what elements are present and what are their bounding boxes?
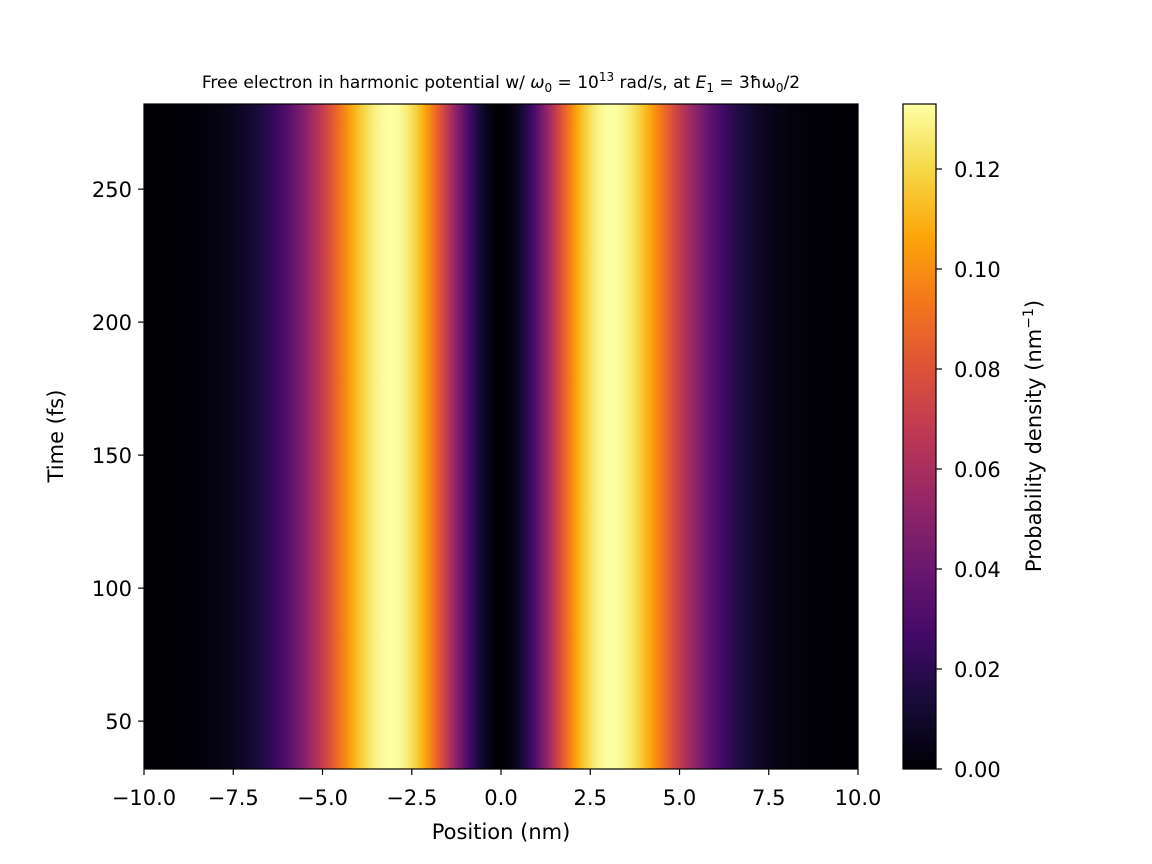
colorbar-tick-label: 0.10 [954,258,1001,282]
x-axis-label: Position (nm) [432,820,571,844]
colorbar-tick-label: 0.04 [954,558,1001,582]
colorbar-tick-label: 0.06 [954,458,1001,482]
y-tick-label: 250 [92,178,132,202]
colorbar-ticks: 0.00 0.02 0.04 0.06 0.08 0.10 0.12 [936,158,1001,782]
y-tick-label: 150 [92,444,132,468]
y-axis-ticks: 50 100 150 200 250 [92,178,144,734]
y-axis-label: Time (fs) [44,390,68,484]
x-tick-label: −10.0 [112,786,176,810]
x-axis-ticks: −10.0 −7.5 −5.0 −2.5 0.0 2.5 5.0 7.5 10.0 [112,769,882,810]
x-tick-label: 10.0 [835,786,882,810]
colorbar-label: Probability density (nm−1) [1021,300,1046,572]
x-tick-label: −2.5 [386,786,437,810]
heatmap-image [144,104,858,769]
colorbar [903,104,936,769]
y-tick-label: 200 [92,311,132,335]
x-tick-label: −7.5 [208,786,259,810]
colorbar-tick-label: 0.00 [954,758,1001,782]
colorbar-tick-label: 0.08 [954,358,1001,382]
colorbar-tick-label: 0.02 [954,658,1001,682]
x-tick-label: −5.0 [297,786,348,810]
colorbar-frame [902,103,937,770]
x-tick-label: 5.0 [663,786,696,810]
x-tick-label: 2.5 [574,786,607,810]
colorbar-tick-label: 0.12 [954,158,1001,182]
x-tick-label: 0.0 [484,786,517,810]
y-tick-label: 50 [105,710,132,734]
chart-title: Free electron in harmonic potential w/ ω… [202,70,800,95]
x-tick-label: 7.5 [752,786,785,810]
y-tick-label: 100 [92,577,132,601]
